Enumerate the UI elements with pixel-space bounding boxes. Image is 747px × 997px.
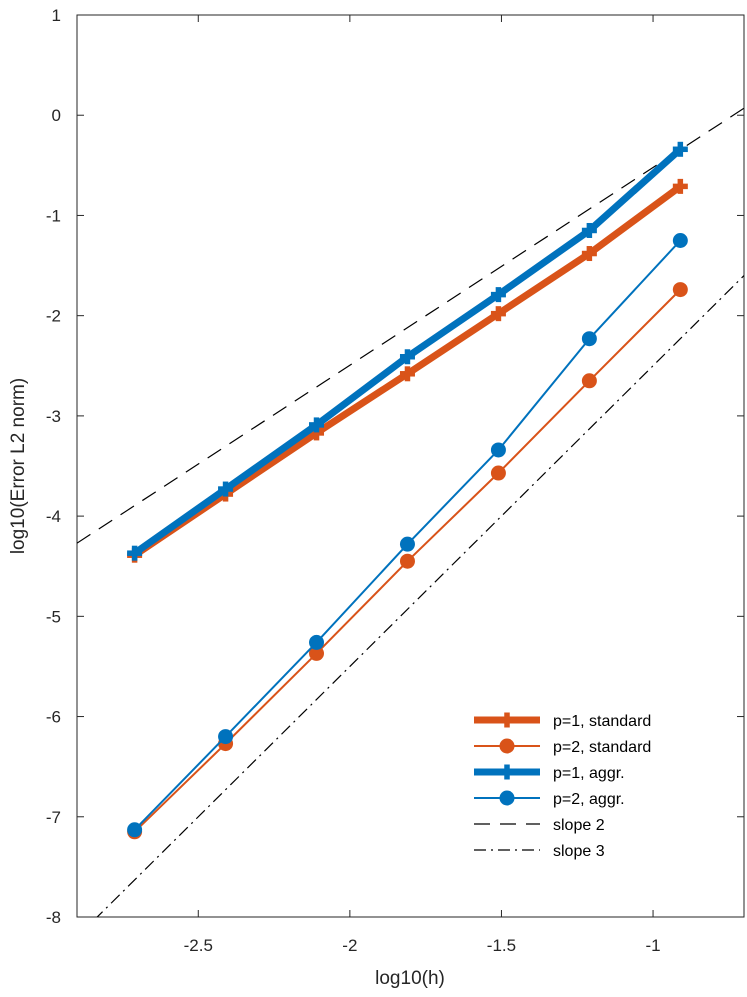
data-point [490,465,506,481]
data-point [490,306,506,322]
data-point [490,287,506,303]
legend-label: slope 2 [553,817,605,834]
data-point [309,634,325,650]
data-point [672,141,688,157]
series-3 [127,233,688,838]
legend-label: slope 3 [553,843,605,860]
legend-marker [499,764,515,780]
data-point [581,246,597,262]
y-tick-label: -3 [46,407,61,426]
y-tick-label: 1 [52,6,61,25]
data-point [309,425,325,441]
legend-entry: slope 3 [474,843,605,860]
legend-marker [499,738,515,754]
data-point [218,481,234,497]
data-point [399,553,415,569]
legend-entry: p=2, aggr. [474,790,625,808]
legend: p=1, standard p=2, standard p=1, aggr. p=2,… [474,712,651,860]
y-tick-label: 0 [52,106,61,125]
data-point [399,349,415,365]
x-tick-label: -2.5 [184,936,213,955]
plot-frame [76,14,745,918]
y-tick-label: -8 [46,908,61,927]
legend-marker [499,790,515,806]
data-point [581,222,597,238]
data-point [127,545,143,561]
data-point [399,366,415,382]
legend-entry: p=2, standard [474,738,651,756]
plot-area [76,14,745,918]
legend-entry: p=1, aggr. [474,764,625,782]
legend-label: p=2, standard [553,739,651,756]
y-tick-label: -4 [46,507,61,526]
x-tick-label: -2 [342,936,357,955]
reference-lines [77,107,744,917]
y-tick-label: -6 [46,708,61,727]
legend-label: p=1, standard [553,713,651,730]
data-point [309,645,325,661]
data-point [581,331,597,347]
data-point [672,282,688,298]
data-point [672,233,688,248]
legend-entry: p=1, standard [474,712,651,730]
y-tick-label: -5 [46,607,61,626]
x-tick-label: -1 [645,936,660,955]
legend-marker [499,712,515,728]
data-point [399,536,415,552]
y-axis-label: log10(Error L2 norm) [8,378,29,554]
y-tick-label: -2 [46,307,61,326]
y-axis-ticks: 1 0 -1 -2 -3 -4 -5 -6 -7 -8 [46,6,744,927]
legend-label: p=1, aggr. [553,765,625,782]
legend-label: p=2, aggr. [553,791,625,808]
legend-entry: slope 2 [474,817,605,834]
data-point [581,373,597,389]
ref-line-slope-2 [77,107,744,544]
x-axis-label: log10(h) [375,968,445,989]
y-tick-label: -1 [46,206,61,225]
data-point [309,417,325,433]
x-tick-label: -1.5 [487,936,516,955]
data-point [127,822,143,838]
data-point [672,178,688,194]
series-layer [127,141,688,840]
y-tick-label: -7 [46,808,61,827]
data-point [218,729,234,745]
x-axis-ticks: -2.5 -2 -1.5 -1 [184,15,661,955]
series-2 [127,141,688,561]
data-point [490,442,506,458]
